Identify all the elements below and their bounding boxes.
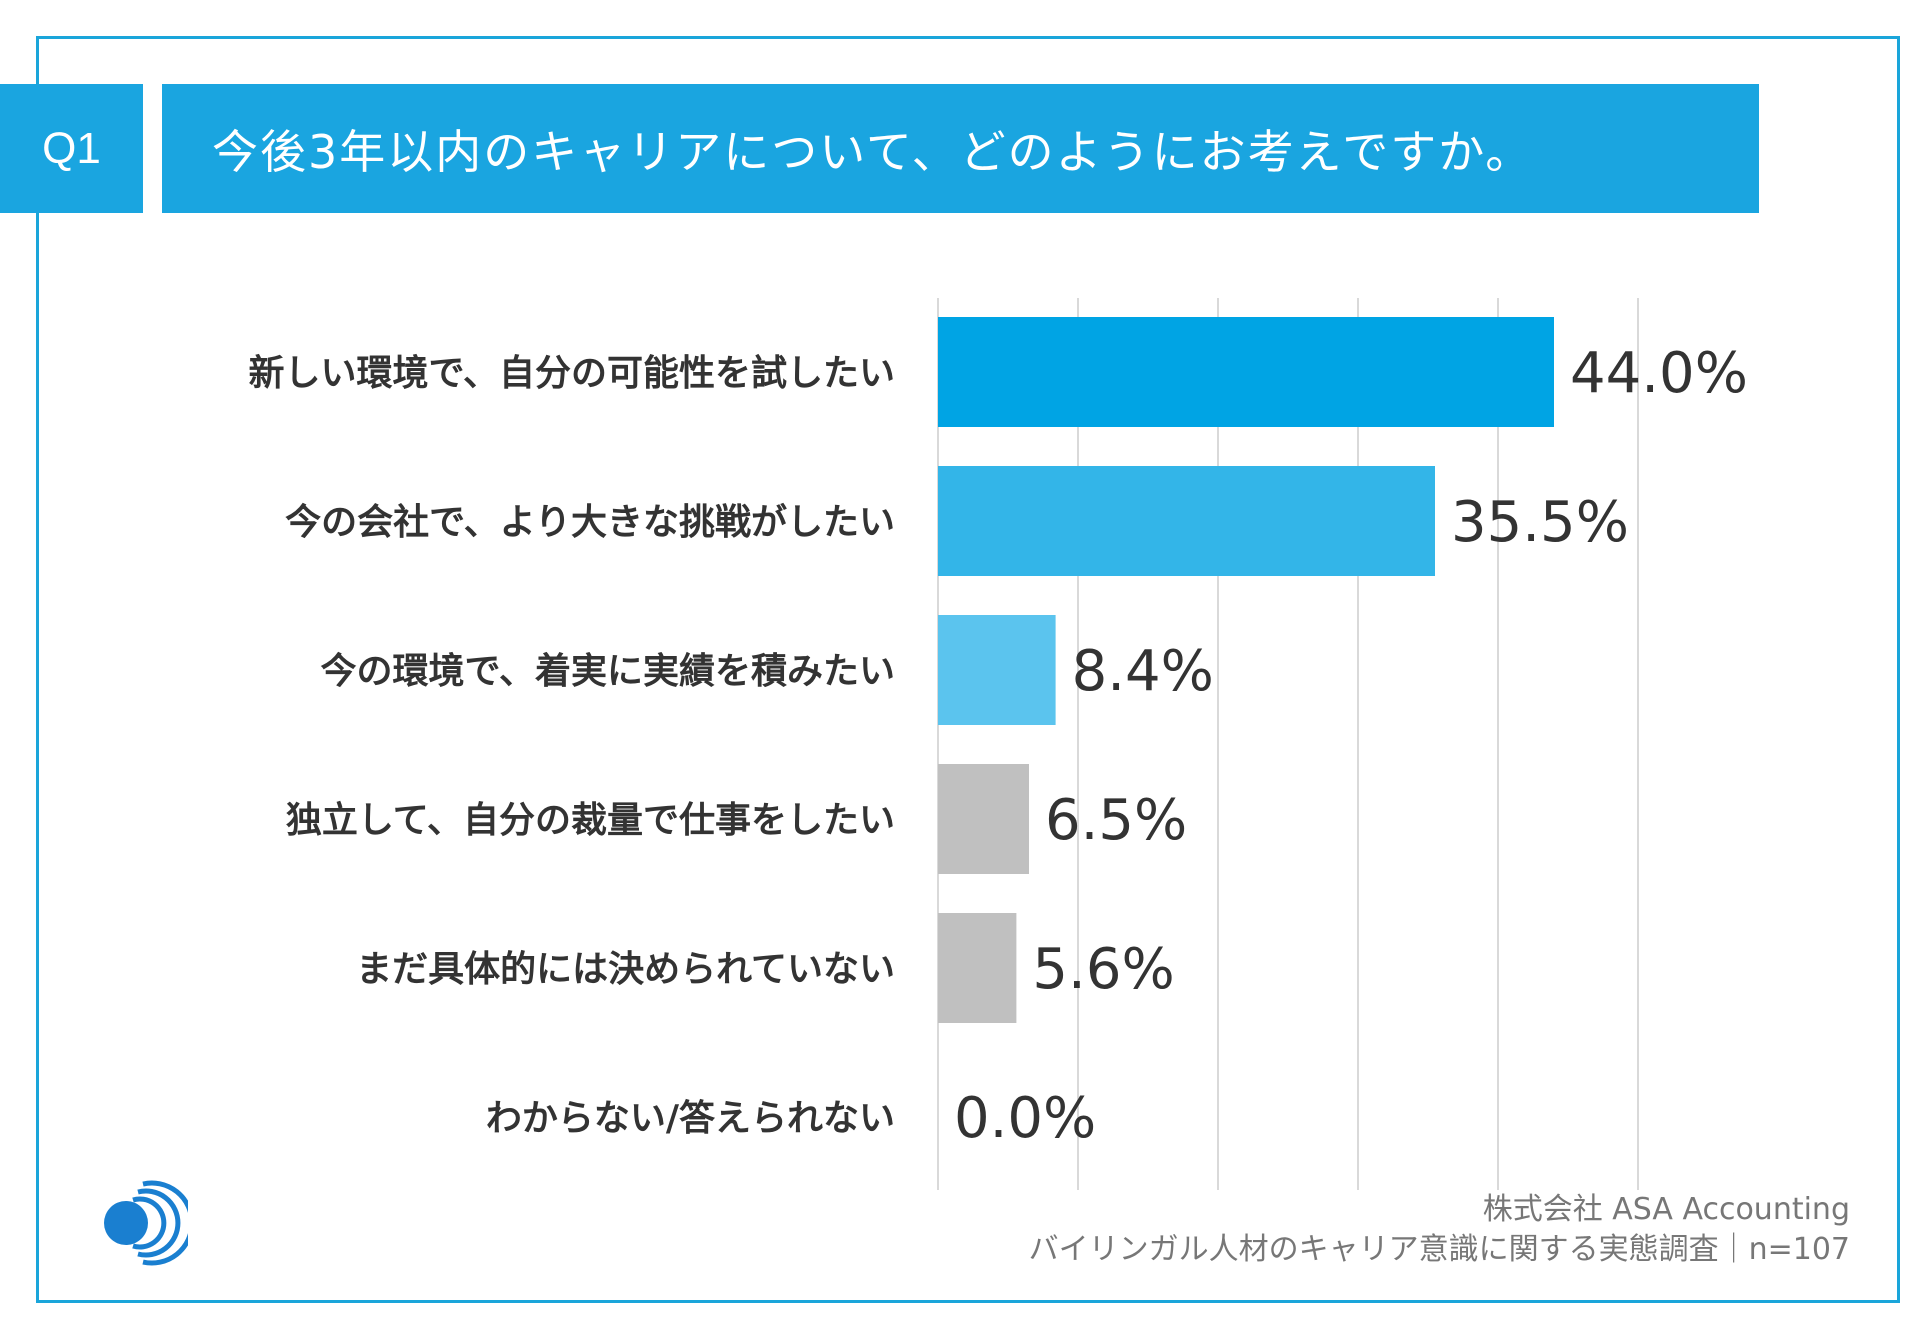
value-label: 8.4% bbox=[1072, 639, 1214, 704]
value-label: 6.5% bbox=[1045, 788, 1187, 853]
bar-1 bbox=[938, 317, 1554, 427]
chart-gridlines bbox=[937, 298, 1639, 1190]
question-title: 今後3年以内のキャリアについて、どのようにお考えですか。 bbox=[162, 84, 1759, 213]
bar-2 bbox=[938, 466, 1435, 576]
footer-company: 株式会社 ASA Accounting bbox=[1482, 1192, 1850, 1227]
question-number-badge: Q1 bbox=[0, 84, 143, 213]
footer-survey-note: バイリンガル人材のキャリア意識に関する実態調査｜n=107 bbox=[1028, 1232, 1850, 1267]
company-logo-icon bbox=[104, 1180, 188, 1266]
value-label: 5.6% bbox=[1032, 937, 1174, 1002]
chart-footer: 株式会社 ASA Accounting バイリンガル人材のキャリア意識に関する実… bbox=[1029, 1190, 1850, 1270]
bar-3 bbox=[938, 615, 1056, 725]
category-label: まだ具体的には決められていない bbox=[356, 949, 895, 990]
chart-category-labels: 新しい環境で、自分の可能性を試したい今の会社で、より大きな挑戦がしたい今の環境で… bbox=[248, 353, 895, 1139]
bar-5 bbox=[938, 913, 1017, 1023]
value-label: 0.0% bbox=[954, 1086, 1096, 1151]
category-label: 今の環境で、着実に実績を積みたい bbox=[320, 651, 895, 692]
category-label: 独立して、自分の裁量で仕事をしたい bbox=[286, 800, 895, 841]
bar-4 bbox=[938, 764, 1029, 874]
category-label: 新しい環境で、自分の可能性を試したい bbox=[248, 353, 895, 394]
chart-bars bbox=[938, 317, 1554, 1023]
chart-frame bbox=[36, 36, 1900, 1303]
category-label: 今の会社で、より大きな挑戦がしたい bbox=[285, 502, 895, 543]
category-label: わからない/答えられない bbox=[486, 1098, 895, 1139]
value-label: 35.5% bbox=[1451, 490, 1629, 555]
value-label: 44.0% bbox=[1570, 341, 1748, 406]
chart-value-labels: 44.0% 35.5% 8.4% 6.5% 5.6% 0.0% bbox=[954, 341, 1748, 1151]
